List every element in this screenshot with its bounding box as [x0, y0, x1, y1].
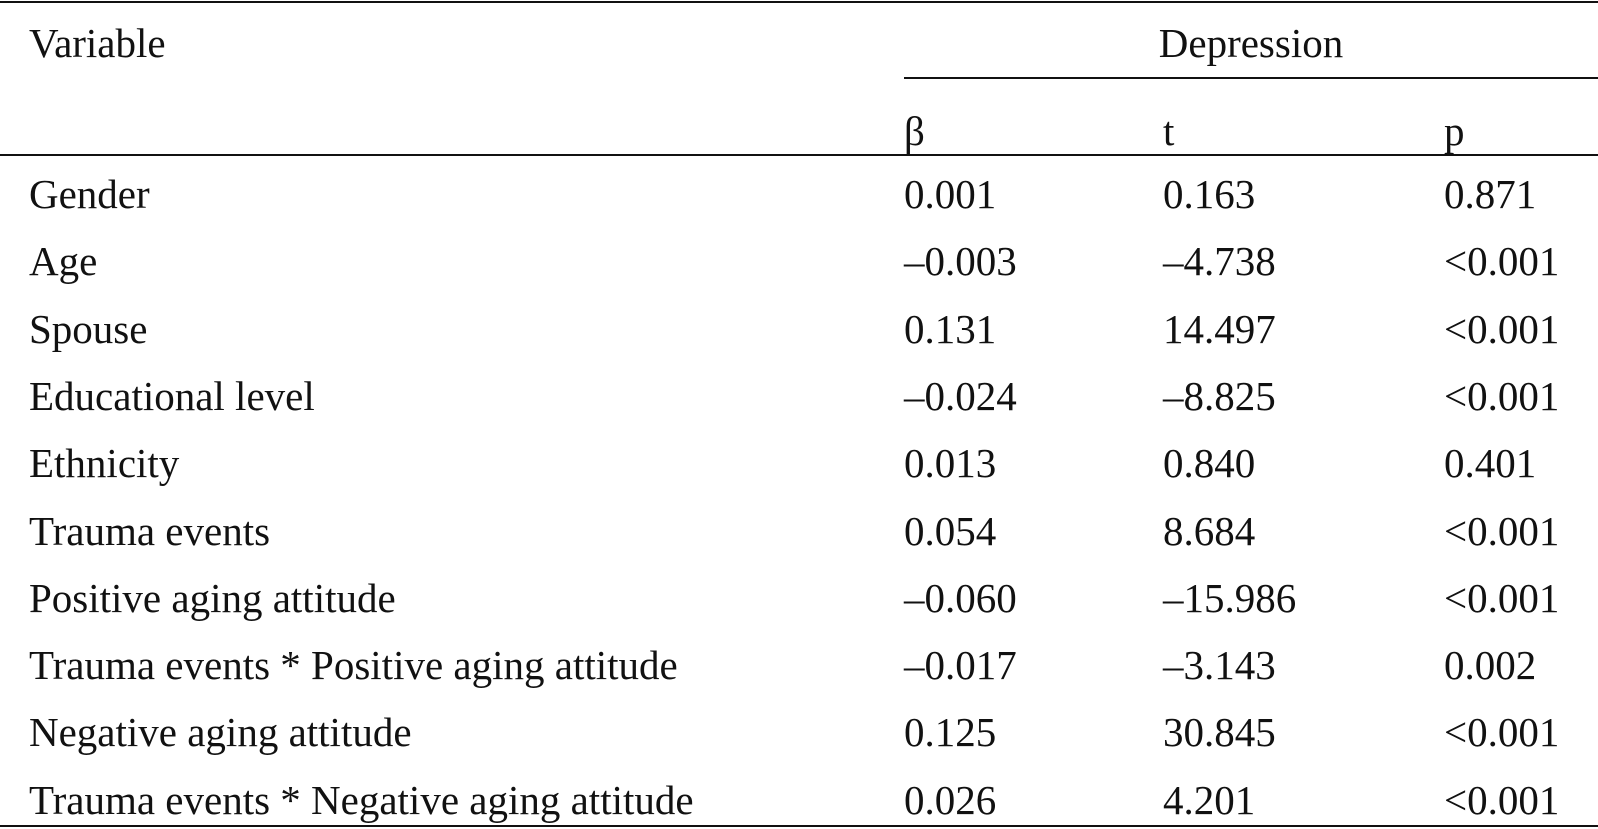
- cell-value: 0.131: [904, 305, 997, 352]
- cell-value: 0.401: [1444, 440, 1537, 487]
- column-header: t: [1163, 108, 1175, 154]
- cell-value: <0.001: [1444, 305, 1560, 352]
- cell-value: <0.001: [1444, 574, 1560, 621]
- cell-value: –4.738: [1163, 238, 1276, 285]
- cell-value: <0.001: [1444, 507, 1560, 554]
- cell-value: 4.201: [1163, 776, 1256, 823]
- row-label: Gender: [29, 171, 150, 217]
- row-label: Age: [29, 238, 98, 285]
- cell-value: 14.497: [1163, 305, 1276, 352]
- top-rule: [0, 1, 1598, 3]
- bottom-rule: [0, 825, 1598, 827]
- cell-value: <0.001: [1444, 372, 1560, 419]
- cell-value: –3.143: [1163, 642, 1276, 689]
- column-header: p: [1444, 108, 1465, 154]
- cell-value: 0.026: [904, 776, 997, 823]
- row-label: Ethnicity: [29, 440, 180, 487]
- cell-value: 0.054: [904, 507, 997, 554]
- cell-value: 0.163: [1163, 171, 1256, 217]
- cell-value: –0.003: [904, 238, 1017, 285]
- group-rule: [904, 77, 1598, 79]
- row-label: Spouse: [29, 305, 148, 352]
- header-rule: [0, 154, 1598, 156]
- cell-value: –0.024: [904, 372, 1017, 419]
- cell-value: 8.684: [1163, 507, 1256, 554]
- row-label: Negative aging attitude: [29, 709, 412, 756]
- row-label: Trauma events * Positive aging attitude: [29, 642, 678, 689]
- cell-value: <0.001: [1444, 776, 1560, 823]
- cell-value: 0.871: [1444, 171, 1537, 217]
- cell-value: –8.825: [1163, 372, 1276, 419]
- cell-value: –15.986: [1163, 574, 1297, 621]
- group-header: Depression: [1158, 20, 1344, 66]
- cell-value: <0.001: [1444, 238, 1560, 285]
- cell-value: <0.001: [1444, 709, 1560, 756]
- row-label: Positive aging attitude: [29, 574, 396, 621]
- cell-value: 0.013: [904, 440, 997, 487]
- row-label: Educational level: [29, 372, 315, 419]
- cell-value: 0.840: [1163, 440, 1256, 487]
- row-label: Trauma events: [29, 507, 271, 554]
- variable-header: Variable: [29, 20, 166, 66]
- row-label: Trauma events * Negative aging attitude: [29, 776, 694, 823]
- cell-value: –0.017: [904, 642, 1017, 689]
- cell-value: 30.845: [1163, 709, 1276, 756]
- column-header: β: [904, 108, 925, 154]
- cell-value: 0.125: [904, 709, 997, 756]
- cell-value: 0.002: [1444, 642, 1537, 689]
- cell-value: 0.001: [904, 171, 997, 217]
- cell-value: –0.060: [904, 574, 1017, 621]
